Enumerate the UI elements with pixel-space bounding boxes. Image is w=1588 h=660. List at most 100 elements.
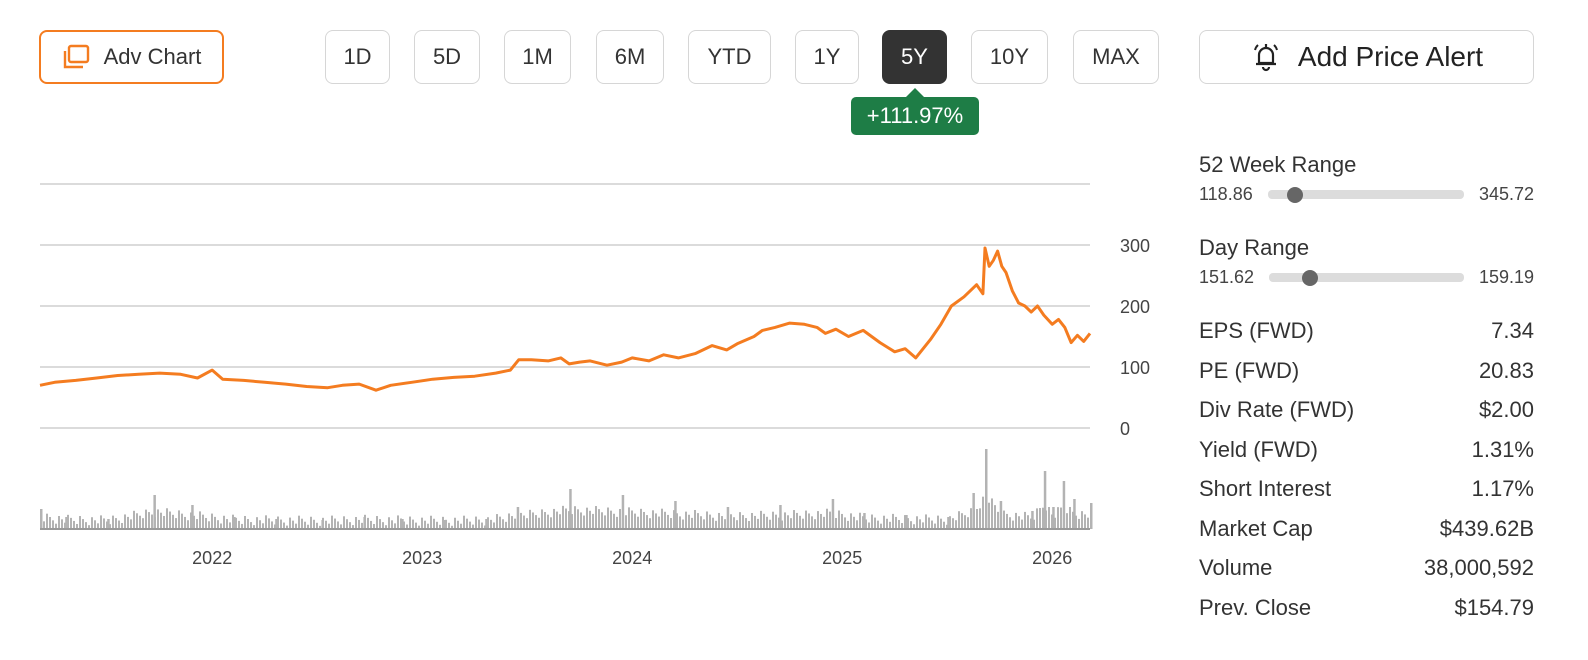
volume-bar — [205, 517, 207, 529]
day-range-marker — [1301, 269, 1318, 286]
period-button-6m[interactable]: 6M — [596, 30, 664, 84]
volume-bar — [595, 506, 597, 529]
volume-bar — [805, 510, 807, 529]
volume-bar — [682, 519, 684, 529]
volume-bar — [1084, 514, 1086, 529]
volume-bar — [526, 518, 528, 529]
volume-bar — [448, 522, 450, 529]
volume-bar — [1057, 507, 1059, 529]
volume-bar — [709, 514, 711, 529]
volume-bar — [895, 516, 897, 529]
adv-chart-button[interactable]: Adv Chart — [39, 30, 224, 84]
volume-bar — [547, 514, 549, 529]
volume-bar — [712, 517, 714, 529]
volume-bar — [754, 515, 756, 529]
volume-bar — [661, 508, 663, 529]
volume-bar — [379, 519, 381, 529]
volume-bar — [523, 515, 525, 529]
volume-bar — [262, 523, 264, 529]
volume-bar — [160, 512, 162, 529]
volume-bar — [485, 519, 488, 529]
volume-bar — [742, 515, 744, 529]
volume-bar — [673, 510, 675, 529]
stat-label: Market Cap — [1199, 516, 1313, 541]
volume-bar — [820, 513, 822, 529]
volume-bar — [1075, 515, 1077, 529]
volume-bar — [516, 507, 520, 529]
volume-bar — [1048, 507, 1050, 529]
volume-bar — [436, 521, 438, 529]
volume-bar — [823, 516, 825, 529]
volume-bar — [424, 520, 426, 529]
volume-bar — [844, 517, 846, 529]
volume-bar — [1006, 513, 1008, 529]
period-button-1y[interactable]: 1Y — [795, 30, 859, 84]
volume-bar — [463, 515, 465, 529]
volume-bar — [289, 517, 291, 529]
day-range-label: Day Range — [1199, 235, 1310, 260]
volume-bar — [310, 516, 312, 529]
period-button-1d[interactable]: 1D — [325, 30, 390, 84]
stat-label: EPS (FWD) — [1199, 318, 1314, 343]
stat-row-volume: Volume 38,000,592 — [1199, 555, 1534, 581]
volume-bar — [802, 518, 804, 529]
volume-bar — [421, 517, 423, 529]
volume-bar — [76, 523, 78, 529]
volume-bar — [505, 521, 507, 529]
volume-bar — [394, 523, 396, 529]
volume-bar — [145, 509, 147, 529]
volume-bar — [760, 510, 762, 529]
stat-value: 1.31% — [1471, 437, 1534, 462]
volume-bar — [321, 520, 324, 529]
volume-bar — [265, 515, 267, 529]
volume-bar — [304, 521, 306, 529]
volume-bar — [640, 508, 642, 529]
volume-bar — [982, 496, 984, 529]
volume-bar — [784, 512, 786, 529]
volume-bar — [856, 520, 858, 529]
x-tick-label: 2022 — [192, 548, 232, 568]
volume-bar — [148, 512, 150, 529]
add-price-alert-button[interactable]: Add Price Alert — [1199, 30, 1534, 84]
volume-bar — [772, 511, 774, 529]
period-button-5d[interactable]: 5D — [414, 30, 480, 84]
volume-bar — [790, 518, 792, 529]
volume-bar — [64, 522, 66, 529]
volume-bar — [940, 518, 942, 529]
volume-bar — [46, 513, 48, 529]
volume-bar — [1069, 506, 1071, 529]
period-button-10y[interactable]: 10Y — [971, 30, 1048, 84]
volume-bar — [905, 515, 908, 529]
volume-bar — [679, 516, 681, 529]
y-tick-label: 100 — [1120, 358, 1150, 378]
volume-bar — [571, 514, 573, 529]
volume-bar — [991, 498, 993, 529]
volume-bar — [520, 512, 522, 529]
day-range-track — [1269, 269, 1464, 286]
volume-bar — [934, 523, 936, 529]
period-button-max[interactable]: MAX — [1073, 30, 1159, 84]
volume-bar — [191, 505, 194, 529]
volume-bar — [238, 520, 240, 529]
period-button-5y[interactable]: 5Y — [882, 30, 947, 84]
period-button-1m[interactable]: 1M — [504, 30, 571, 84]
volume-bar — [184, 516, 186, 529]
volume-bar — [478, 519, 480, 529]
volume-bar — [376, 516, 378, 529]
volume-bar — [847, 520, 849, 529]
volume-bar — [863, 513, 866, 529]
volume-bar — [430, 515, 432, 529]
volume-bar — [874, 517, 876, 529]
volume-bar — [208, 521, 210, 529]
volume-bar — [107, 519, 110, 529]
volume-bar — [1021, 519, 1023, 529]
volume-bar — [625, 515, 627, 529]
volume-bar — [688, 514, 690, 529]
volume-bar — [367, 517, 369, 529]
volume-bar — [1066, 513, 1068, 529]
volume-bar — [726, 507, 730, 529]
period-button-ytd[interactable]: YTD — [688, 30, 771, 84]
volume-bar — [484, 525, 486, 529]
stat-value: 38,000,592 — [1423, 555, 1534, 580]
volume-bar — [931, 520, 933, 529]
